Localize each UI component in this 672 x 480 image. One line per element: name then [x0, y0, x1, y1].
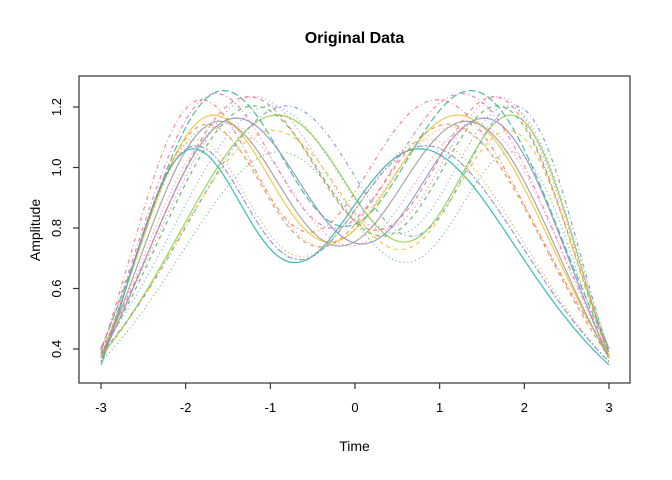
series-curve-10: [100, 96, 610, 349]
x-tick-label: 3: [605, 400, 612, 415]
series-curve-01: [100, 99, 610, 352]
y-tick-label: 0.8: [49, 219, 64, 237]
y-tick-label: 0.6: [49, 279, 64, 297]
series-curve-20: [100, 145, 610, 363]
y-tick-label: 1.0: [49, 158, 64, 176]
series-curve-03: [100, 123, 610, 358]
series-curve-04: [100, 114, 610, 357]
y-tick-label: 0.4: [49, 340, 64, 358]
series-curve-18: [100, 151, 610, 363]
series-curve-08: [100, 105, 610, 350]
series-curve-12: [100, 123, 610, 356]
x-tick-label: -2: [180, 400, 192, 415]
series-curve-15: [100, 96, 610, 351]
series-curve-07: [100, 148, 610, 366]
x-tick-label: 1: [436, 400, 443, 415]
series-curve-09: [100, 117, 610, 358]
series-curve-11: [100, 92, 610, 350]
x-tick-label: 2: [521, 400, 528, 415]
x-tick-label: -3: [95, 400, 107, 415]
x-axis-label: Time: [339, 438, 370, 454]
series-curve-17: [100, 138, 610, 363]
series-curve-13: [100, 120, 610, 359]
series-curve-02: [100, 114, 610, 357]
series-curve-16: [100, 129, 610, 358]
series-curve-06: [100, 89, 610, 349]
chart-title: Original Data: [304, 30, 405, 47]
x-tick-label: -1: [265, 400, 277, 415]
x-tick-label: 0: [351, 400, 358, 415]
y-axis-label: Amplitude: [27, 198, 43, 262]
y-tick-label: 1.2: [49, 98, 64, 116]
